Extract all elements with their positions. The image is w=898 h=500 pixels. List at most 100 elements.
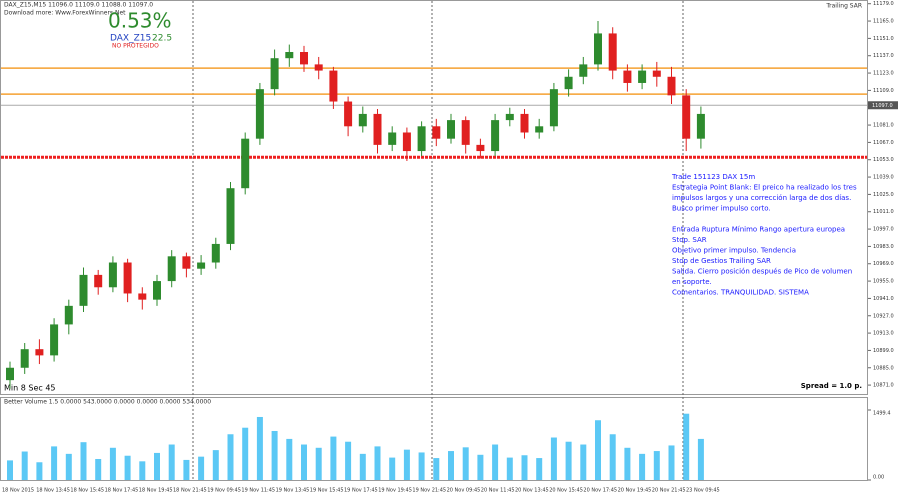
candle-body (476, 144, 485, 152)
x-tick-label: 20 Nov 19:45 (618, 488, 652, 494)
candle-body (564, 76, 573, 90)
candle-body (314, 64, 323, 71)
v-tick-label: 1499.4 (873, 411, 891, 417)
candle-body (667, 76, 676, 96)
subheader: Download more: Www.ForexWinners.Net (4, 10, 126, 17)
volume-bar (550, 437, 557, 480)
candle-body (652, 70, 661, 77)
volume-bar (330, 436, 337, 480)
volume-bar (492, 444, 499, 480)
y-tick-label: 10941.0 (873, 296, 894, 302)
candle-body (579, 64, 588, 77)
candle-body (461, 120, 470, 145)
x-tick-label: 23 Nov 09:45 (686, 488, 720, 494)
candle-body (373, 113, 382, 145)
volume-bar (609, 434, 616, 480)
y-tick-label: 11109.0 (873, 88, 894, 94)
candle-body (35, 349, 44, 356)
candle-body (6, 367, 14, 381)
x-tick-label: 20 Nov 13:45 (515, 488, 549, 494)
note-line: Stop. SAR (672, 236, 707, 244)
note-line: Comentarios. TRANQUILIDAD. SISTEMA (672, 289, 809, 297)
volume-bar (403, 449, 410, 480)
volume-bar (242, 427, 249, 480)
volume-bar (227, 434, 234, 480)
y-tick-label: 11123.0 (873, 71, 894, 77)
volume-bar (109, 447, 116, 480)
x-tick-label: 19 Nov 19:45 (378, 488, 412, 494)
x-tick-label: 18 Nov 2015 (2, 488, 34, 494)
x-tick-label: 18 Nov 15:45 (70, 488, 104, 494)
y-tick-label: 11165.0 (873, 19, 894, 25)
candle-body (285, 52, 294, 59)
candle-body (432, 126, 441, 139)
symbol-value: 22.5 (152, 34, 172, 44)
indicator: Trailing SAR (825, 3, 862, 10)
volume-bar (653, 451, 660, 480)
volume-bar (139, 461, 146, 480)
x-tick-label: 20 Nov 15:45 (549, 488, 583, 494)
y-tick-label: 11039.0 (873, 175, 894, 181)
note-line: Trade 151123 DAX 15m (671, 173, 755, 181)
volume-bar (521, 455, 528, 480)
volume-bar (565, 441, 572, 480)
volume-bar (595, 420, 601, 480)
note-line: Entrada Ruptura Mínimo Rango apertura eu… (672, 226, 845, 234)
candle-body (211, 243, 220, 263)
candle-body (402, 132, 411, 152)
candle-body (491, 120, 500, 152)
header: DAX_Z15,M15 11096.0 11109.0 11088.0 1109… (4, 2, 153, 9)
volume-frame (0, 397, 868, 481)
volume-bar (95, 458, 102, 480)
y-tick-label: 10983.0 (873, 244, 894, 250)
volume-bar (668, 445, 675, 480)
candle-body (79, 274, 88, 306)
candle-body (153, 281, 161, 300)
volume-bar (256, 416, 263, 480)
y-tick-label: 10885.0 (873, 365, 894, 371)
candle-body (94, 274, 103, 288)
candle-body (167, 256, 176, 282)
status: NO PROTEGIDO (112, 43, 159, 50)
volume-bar (315, 447, 322, 480)
candle-body (623, 70, 632, 83)
x-tick-label: 20 Nov 21:45 (652, 488, 686, 494)
volume-bar (80, 442, 87, 480)
candle-body (138, 293, 147, 300)
volume-bar (448, 451, 454, 480)
candle-body (64, 305, 73, 325)
current-price-box (868, 101, 898, 110)
note-line: impulsos largos y una corrección larga d… (672, 194, 851, 202)
y-tick-label: 10927.0 (873, 313, 894, 319)
candle-body (358, 113, 367, 127)
x-tick-label: 18 Nov 21:45 (173, 488, 207, 494)
volume-bar (21, 451, 28, 480)
volume-bar (433, 458, 440, 480)
x-tick-label: 18 Nov 19:45 (139, 488, 173, 494)
candle-body (505, 113, 514, 121)
volume-bar (183, 459, 190, 480)
volume-bar (462, 447, 469, 480)
candle-body (50, 324, 59, 356)
volume-bar (418, 452, 425, 480)
y-tick-label: 10955.0 (873, 279, 894, 285)
volume-bar (301, 444, 307, 480)
y-tick-label: 11011.0 (873, 209, 894, 215)
y-tick-label: 10913.0 (873, 331, 894, 337)
volume-bar (212, 450, 219, 480)
y-tick-label: 10871.0 (873, 383, 894, 389)
x-tick-label: 20 Nov 11:45 (481, 488, 515, 494)
current-price-label: 11097.0 (872, 103, 893, 109)
x-tick-label: 19 Nov 09:45 (207, 488, 241, 494)
volume-title: Better Volume 1.5 0.0000 543.0000 0.0000… (4, 399, 211, 406)
x-tick-label: 19 Nov 17:45 (344, 488, 378, 494)
y-tick-label: 10899.0 (873, 348, 894, 354)
volume-bar (154, 452, 160, 480)
candle-body (123, 262, 132, 294)
candle-body (520, 113, 529, 133)
volume-bar (51, 446, 58, 480)
note-line: Busco primer impulso corto. (672, 205, 771, 213)
y-tick-label: 10997.0 (873, 227, 894, 233)
candle-body (197, 262, 206, 269)
